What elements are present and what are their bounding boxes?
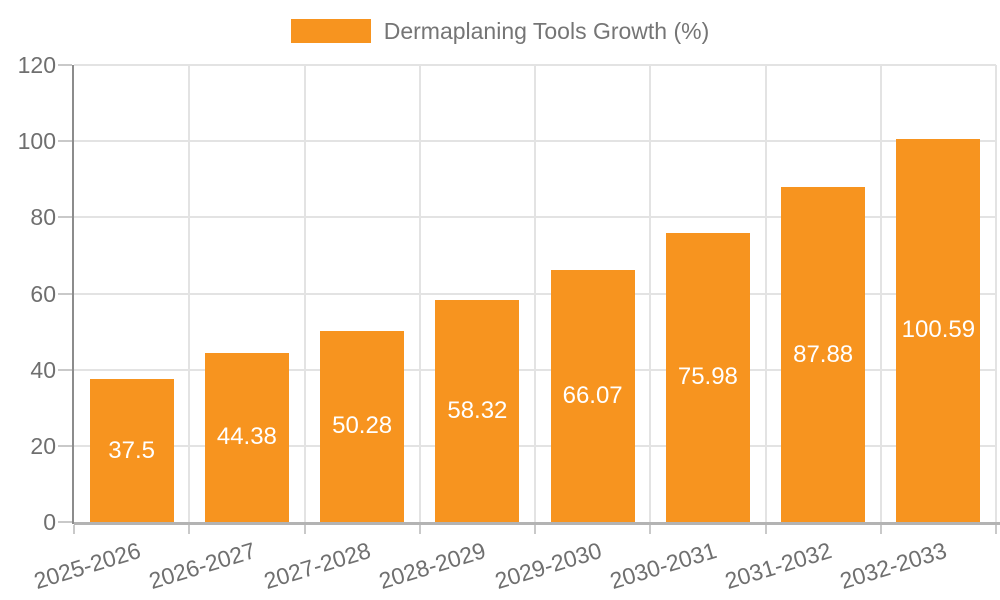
bar-value-label: 44.38 — [216, 423, 277, 451]
x-tick-label: 2027-2028 — [260, 537, 374, 595]
y-axis-tick — [58, 64, 72, 66]
y-axis-line — [72, 65, 74, 524]
y-axis-tick — [58, 292, 72, 295]
bar-value-label: 100.59 — [901, 316, 976, 344]
y-axis-tick — [58, 521, 72, 523]
y-tick-label: 0 — [43, 509, 56, 535]
y-tick-label: 60 — [30, 280, 56, 307]
gridline-vertical — [188, 65, 191, 522]
x-axis-tick — [188, 525, 191, 534]
bar: 100.59 — [896, 138, 981, 522]
y-axis-tick — [58, 140, 72, 143]
bar: 37.5 — [89, 379, 174, 522]
y-axis-tick — [58, 444, 72, 447]
x-axis-line — [74, 522, 1000, 525]
y-tick-label: 100 — [17, 128, 56, 155]
bar-value-label: 50.28 — [332, 412, 393, 440]
y-axis-tick — [58, 368, 72, 371]
bar-value-label: 87.88 — [793, 340, 854, 368]
y-tick-label: 40 — [30, 356, 56, 383]
y-tick-label: 20 — [30, 432, 56, 459]
gridline-vertical — [534, 65, 536, 522]
x-axis-tick — [649, 525, 652, 534]
bar: 75.98 — [665, 232, 750, 522]
bar: 87.88 — [781, 187, 866, 522]
x-tick-label: 2030-2031 — [606, 537, 720, 595]
bar: 58.32 — [435, 299, 520, 522]
gridline-vertical — [879, 65, 882, 522]
gridline-vertical — [995, 65, 997, 522]
x-tick-label: 2032-2033 — [837, 537, 950, 595]
legend-label: Dermaplaning Tools Growth (%) — [383, 18, 710, 44]
bar-value-label: 66.07 — [562, 382, 623, 410]
gridline-vertical — [764, 65, 767, 522]
bar: 50.28 — [320, 330, 405, 522]
x-tick-label: 2026-2027 — [145, 537, 259, 595]
x-axis-tick — [534, 525, 536, 534]
x-axis-tick — [764, 525, 767, 534]
legend-swatch-icon — [290, 19, 371, 43]
x-axis-tick — [995, 525, 997, 534]
x-axis-tick — [418, 525, 421, 534]
x-tick-label: 2025-2026 — [30, 537, 144, 595]
y-tick-label: 120 — [17, 52, 56, 78]
bar-value-label: 37.5 — [108, 436, 155, 464]
x-axis-tick — [303, 525, 306, 534]
legend[interactable]: Dermaplaning Tools Growth (%) — [0, 17, 1000, 45]
bar: 66.07 — [550, 270, 635, 522]
x-tick-label: 2029-2030 — [491, 537, 605, 595]
gridline-vertical — [303, 65, 306, 522]
x-axis-tick — [879, 525, 882, 534]
x-tick-label: 2031-2032 — [721, 537, 835, 595]
bar-value-label: 58.32 — [447, 396, 508, 424]
x-tick-label: 2028-2029 — [376, 537, 489, 595]
y-axis-tick — [58, 216, 72, 219]
gridline-vertical — [418, 65, 421, 522]
bar-value-label: 75.98 — [677, 363, 738, 391]
y-tick-label: 80 — [30, 204, 56, 231]
bar: 44.38 — [204, 352, 289, 522]
gridline-vertical — [649, 65, 652, 522]
x-axis-tick — [73, 525, 75, 534]
